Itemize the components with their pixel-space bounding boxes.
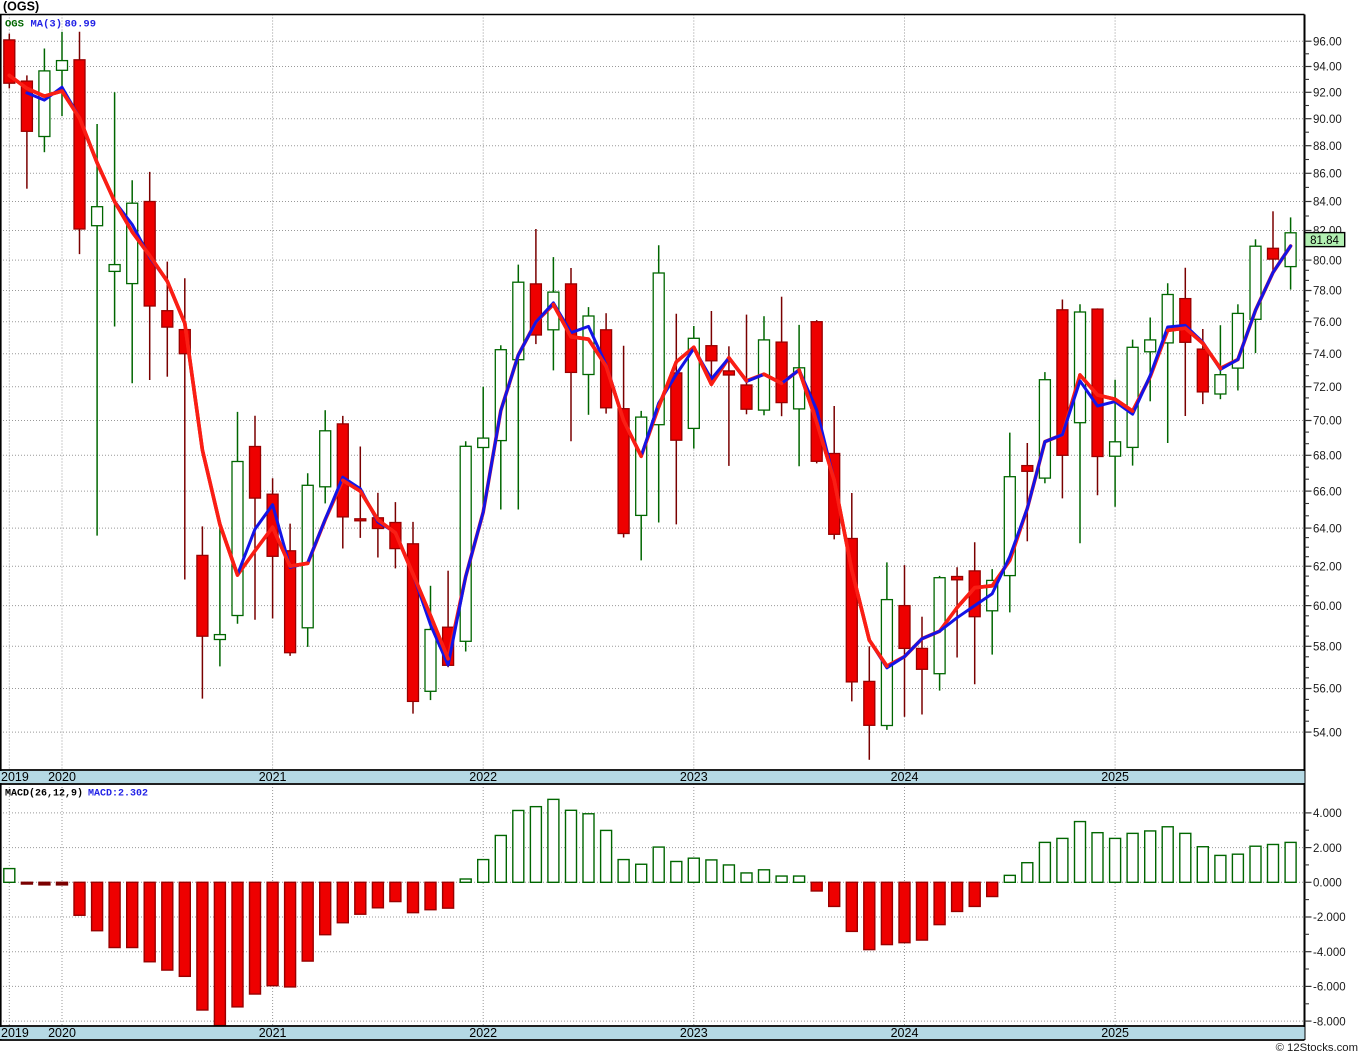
svg-text:2025: 2025 [1101, 1026, 1129, 1040]
svg-text:81.84: 81.84 [1310, 235, 1339, 247]
svg-text:2021: 2021 [259, 1026, 287, 1040]
svg-text:-4.000: -4.000 [1313, 947, 1346, 959]
svg-text:2023: 2023 [680, 770, 708, 784]
svg-text:60.00: 60.00 [1313, 601, 1342, 613]
svg-text:© 12Stocks.com: © 12Stocks.com [1276, 1042, 1358, 1054]
svg-text:2025: 2025 [1101, 770, 1129, 784]
svg-text:72.00: 72.00 [1313, 382, 1342, 394]
svg-text:OGS: OGS [5, 19, 24, 31]
svg-text:64.00: 64.00 [1313, 523, 1342, 535]
svg-text:66.00: 66.00 [1313, 486, 1342, 498]
svg-text:2024: 2024 [891, 770, 919, 784]
svg-text:(OGS): (OGS) [3, 0, 39, 14]
svg-text:2.000: 2.000 [1313, 843, 1342, 855]
svg-text:94.00: 94.00 [1313, 62, 1342, 74]
svg-text:MACD(26,12,9): MACD(26,12,9) [5, 788, 83, 800]
svg-text:80.99: 80.99 [65, 19, 97, 31]
svg-text:2020: 2020 [48, 1026, 76, 1040]
svg-text:96.00: 96.00 [1313, 36, 1342, 48]
svg-text:-2.000: -2.000 [1313, 912, 1346, 924]
svg-text:2024: 2024 [891, 1026, 919, 1040]
svg-text:MA(3): MA(3) [31, 19, 63, 31]
svg-text:56.00: 56.00 [1313, 684, 1342, 696]
svg-text:MACD:2.302: MACD:2.302 [88, 789, 148, 800]
svg-text:-6.000: -6.000 [1313, 982, 1346, 994]
svg-text:90.00: 90.00 [1313, 114, 1342, 126]
svg-text:88.00: 88.00 [1313, 141, 1342, 153]
svg-text:92.00: 92.00 [1313, 88, 1342, 100]
svg-text:2022: 2022 [469, 1026, 497, 1040]
svg-text:84.00: 84.00 [1313, 197, 1342, 209]
svg-text:74.00: 74.00 [1313, 349, 1342, 361]
svg-text:68.00: 68.00 [1313, 451, 1342, 463]
svg-text:-8.000: -8.000 [1313, 1016, 1346, 1028]
svg-text:2023: 2023 [680, 1026, 708, 1040]
svg-text:78.00: 78.00 [1313, 286, 1342, 298]
svg-text:86.00: 86.00 [1313, 169, 1342, 181]
svg-text:2022: 2022 [469, 770, 497, 784]
svg-text:2021: 2021 [259, 770, 287, 784]
svg-text:70.00: 70.00 [1313, 416, 1342, 428]
svg-text:62.00: 62.00 [1313, 561, 1342, 573]
svg-text:80.00: 80.00 [1313, 255, 1342, 267]
svg-text:4.000: 4.000 [1313, 808, 1342, 820]
svg-text:2019: 2019 [1, 770, 29, 784]
svg-text:76.00: 76.00 [1313, 317, 1342, 329]
svg-text:54.00: 54.00 [1313, 727, 1342, 739]
svg-text:0.000: 0.000 [1313, 878, 1342, 890]
svg-text:2019: 2019 [1, 1026, 29, 1040]
svg-text:2020: 2020 [48, 770, 76, 784]
svg-text:58.00: 58.00 [1313, 642, 1342, 654]
